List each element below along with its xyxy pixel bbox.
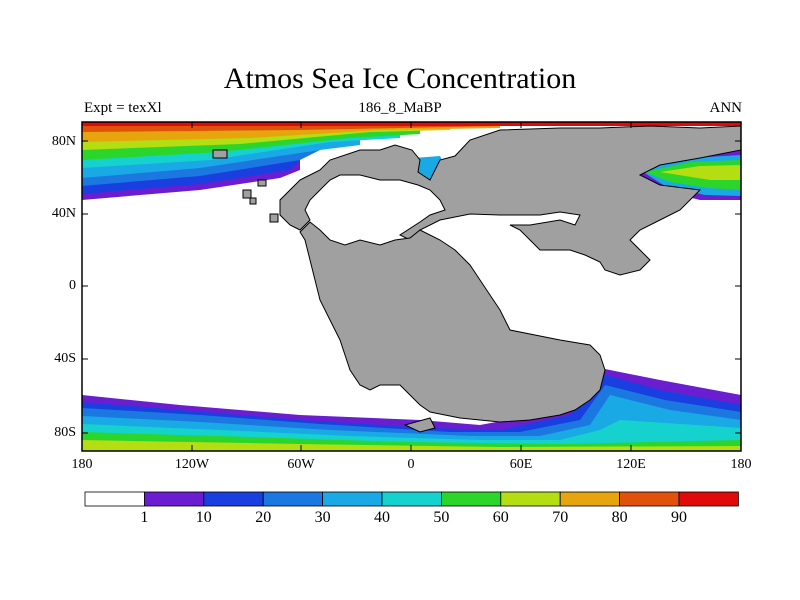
island (212, 149, 228, 159)
colorbar-swatch (84, 491, 145, 507)
axis-ticks (81, 122, 742, 451)
period-label: 186_8_MaBP (358, 100, 442, 116)
colorbar-level-label: 50 (433, 509, 450, 526)
map-title: Atmos Sea Ice Concentration (223, 62, 577, 95)
lat-label: 80S (54, 425, 76, 440)
lon-label: 180 (730, 457, 752, 472)
lon-label: 120W (174, 457, 210, 472)
lon-label: 0 (407, 457, 415, 472)
colorbar-swatch (500, 491, 561, 507)
season-label: ANN (709, 100, 743, 116)
continent-main (279, 125, 742, 276)
island (269, 213, 279, 223)
arctic-sea-ice (82, 122, 741, 200)
colorbar-swatch (322, 491, 383, 507)
colorbar-swatch (619, 491, 680, 507)
land-masses (212, 125, 742, 433)
lat-label: 40S (54, 351, 76, 366)
continent-south (299, 221, 606, 423)
colorbar-level-label: 80 (611, 509, 628, 526)
island (242, 189, 252, 199)
colorbar (84, 491, 739, 507)
colorbar-swatch (381, 491, 442, 507)
lon-label: 60E (509, 457, 533, 472)
colorbar-level-label: 70 (552, 509, 569, 526)
colorbar-level-label: 90 (671, 509, 687, 526)
colorbar-level-label: 20 (255, 509, 272, 526)
colorbar-level-label: 30 (314, 509, 331, 526)
experiment-label: Expt = texXl (84, 100, 162, 116)
colorbar-swatch (678, 491, 739, 507)
colorbar-level-label: 1 (140, 509, 149, 526)
colorbar-level-label: 40 (374, 509, 390, 526)
colorbar-swatch (203, 491, 264, 507)
island (403, 417, 436, 433)
lon-label: 60W (287, 457, 315, 472)
antarctic-sea-ice (82, 368, 741, 451)
lat-label: 40N (51, 206, 76, 221)
colorbar-swatch (559, 491, 621, 507)
lat-label: 0 (69, 278, 76, 293)
lon-label: 120E (616, 457, 646, 472)
lat-label: 80N (51, 134, 76, 149)
colorbar-swatch (262, 491, 324, 507)
colorbar-swatch (440, 491, 502, 507)
island (257, 179, 267, 187)
lon-label: 180 (71, 457, 93, 472)
island (249, 197, 257, 205)
colorbar-level-label: 60 (492, 509, 509, 526)
colorbar-level-label: 10 (195, 509, 212, 526)
colorbar-swatch (143, 491, 205, 507)
